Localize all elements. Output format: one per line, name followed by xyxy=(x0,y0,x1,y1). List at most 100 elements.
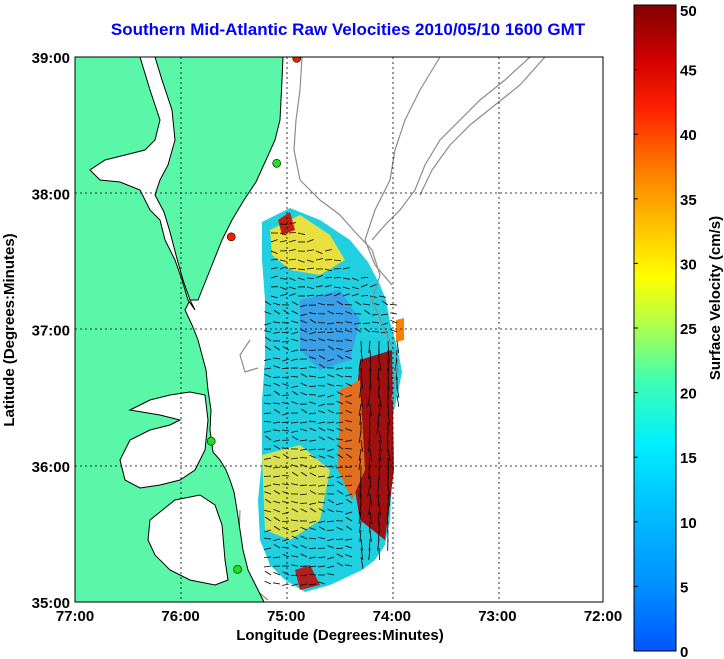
velocity-arrow xyxy=(318,338,326,342)
velocity-arrow xyxy=(336,480,344,486)
velocity-arrow xyxy=(354,322,362,325)
velocity-arrow xyxy=(300,313,308,317)
velocity-arrow xyxy=(270,295,278,299)
velocity-arrow xyxy=(279,259,287,262)
velocity-arrow xyxy=(308,484,317,486)
velocity-arrow xyxy=(309,375,317,378)
latitude-tick-label: 35:00 xyxy=(32,595,70,612)
velocity-arrow xyxy=(273,331,281,334)
velocity-arrow xyxy=(264,498,272,504)
velocity-arrow xyxy=(369,376,372,389)
velocity-arrow xyxy=(342,286,350,290)
velocity-arrow xyxy=(345,493,353,497)
velocity-arrow xyxy=(273,455,281,459)
velocity-arrow xyxy=(291,320,299,324)
velocity-arrow xyxy=(291,583,299,587)
velocity-arrow xyxy=(282,402,290,405)
velocity-arrow xyxy=(318,410,326,414)
velocity-arrow xyxy=(360,349,364,362)
velocity-arrow xyxy=(360,439,364,452)
velocity-arrow xyxy=(273,365,281,369)
colorbar-label: Surface Velocity (cm/s) xyxy=(707,216,724,380)
velocity-arrow xyxy=(328,345,335,351)
velocity-arrow xyxy=(345,355,353,360)
velocity-arrow xyxy=(368,439,371,452)
velocity-arrow xyxy=(291,301,299,306)
velocity-arrow xyxy=(342,267,350,270)
velocity-arrow xyxy=(270,267,278,270)
velocity-arrow xyxy=(377,385,380,399)
velocity-arrow xyxy=(371,331,380,333)
velocity-arrow xyxy=(264,547,272,550)
velocity-arrow xyxy=(345,428,353,432)
velocity-arrow xyxy=(264,384,272,387)
velocity-arrow xyxy=(306,259,314,263)
velocity-arrow xyxy=(345,394,353,398)
velocity-arrow xyxy=(282,553,290,558)
velocity-arrow xyxy=(387,412,391,425)
station-marker xyxy=(272,158,281,168)
velocity-arrow xyxy=(270,258,278,261)
velocity-arrow xyxy=(273,421,281,424)
velocity-arrow xyxy=(333,259,341,262)
velocity-arrow xyxy=(282,538,290,542)
velocity-arrow xyxy=(327,322,335,325)
velocity-arrow xyxy=(299,439,308,442)
velocity-arrow xyxy=(306,267,314,270)
velocity-arrow xyxy=(336,427,344,432)
velocity-arrow xyxy=(300,464,308,468)
velocity-arrow xyxy=(288,222,296,225)
velocity-arrow xyxy=(360,538,363,551)
pamlico-sound xyxy=(147,494,229,586)
velocity-arrow xyxy=(291,508,299,513)
velocity-arrow xyxy=(368,466,371,479)
station-marker xyxy=(233,564,242,574)
velocity-arrow xyxy=(387,403,390,417)
velocity-arrow xyxy=(390,312,398,315)
velocity-arrow xyxy=(309,466,317,469)
velocity-arrow xyxy=(264,484,272,488)
velocity-arrow xyxy=(345,349,353,353)
station-marker xyxy=(292,57,302,63)
velocity-arrow xyxy=(324,284,332,288)
velocity-arrow xyxy=(327,383,335,387)
velocity-arrow xyxy=(387,484,391,497)
latitude-tick-label: 36:00 xyxy=(32,459,70,476)
velocity-arrow xyxy=(273,508,281,513)
velocity-arrow xyxy=(378,448,382,461)
velocity-arrow xyxy=(368,547,371,560)
velocity-arrow xyxy=(288,277,296,281)
velocity-arrow xyxy=(274,390,281,396)
velocity-arrow xyxy=(369,358,372,371)
velocity-arrow xyxy=(336,367,344,370)
velocity-arrow xyxy=(282,511,290,515)
velocity-arrow xyxy=(318,520,326,524)
velocity-arrow xyxy=(279,266,287,270)
velocity-arrow xyxy=(345,419,353,423)
velocity-arrow xyxy=(335,312,344,315)
velocity-arrow xyxy=(358,448,362,461)
velocity-arrow xyxy=(291,464,299,468)
velocity-arrow xyxy=(309,420,317,423)
velocity-arrow xyxy=(327,573,335,576)
velocity-arrow xyxy=(279,286,287,291)
velocity-arrow xyxy=(378,403,381,416)
velocity-arrow xyxy=(264,565,272,568)
velocity-arrow xyxy=(378,394,382,407)
velocity-arrow xyxy=(300,535,308,540)
velocity-arrow xyxy=(327,520,335,523)
velocity-arrow xyxy=(263,412,272,414)
velocity-arrow xyxy=(318,436,326,441)
velocity-arrow xyxy=(300,471,308,477)
velocity-arrow xyxy=(327,428,335,432)
velocity-arrow xyxy=(273,475,281,478)
velocity-arrow xyxy=(351,277,359,281)
velocity-arrow xyxy=(291,555,299,558)
velocity-arrow xyxy=(306,286,314,290)
colorbar-tick-label: 40 xyxy=(680,127,697,144)
velocity-arrow xyxy=(309,556,317,559)
velocity-arrow xyxy=(272,376,281,378)
longitude-tick-label: 73:00 xyxy=(478,608,516,625)
latitude-tick-label: 37:00 xyxy=(32,323,70,340)
velocity-arrow xyxy=(264,430,272,433)
